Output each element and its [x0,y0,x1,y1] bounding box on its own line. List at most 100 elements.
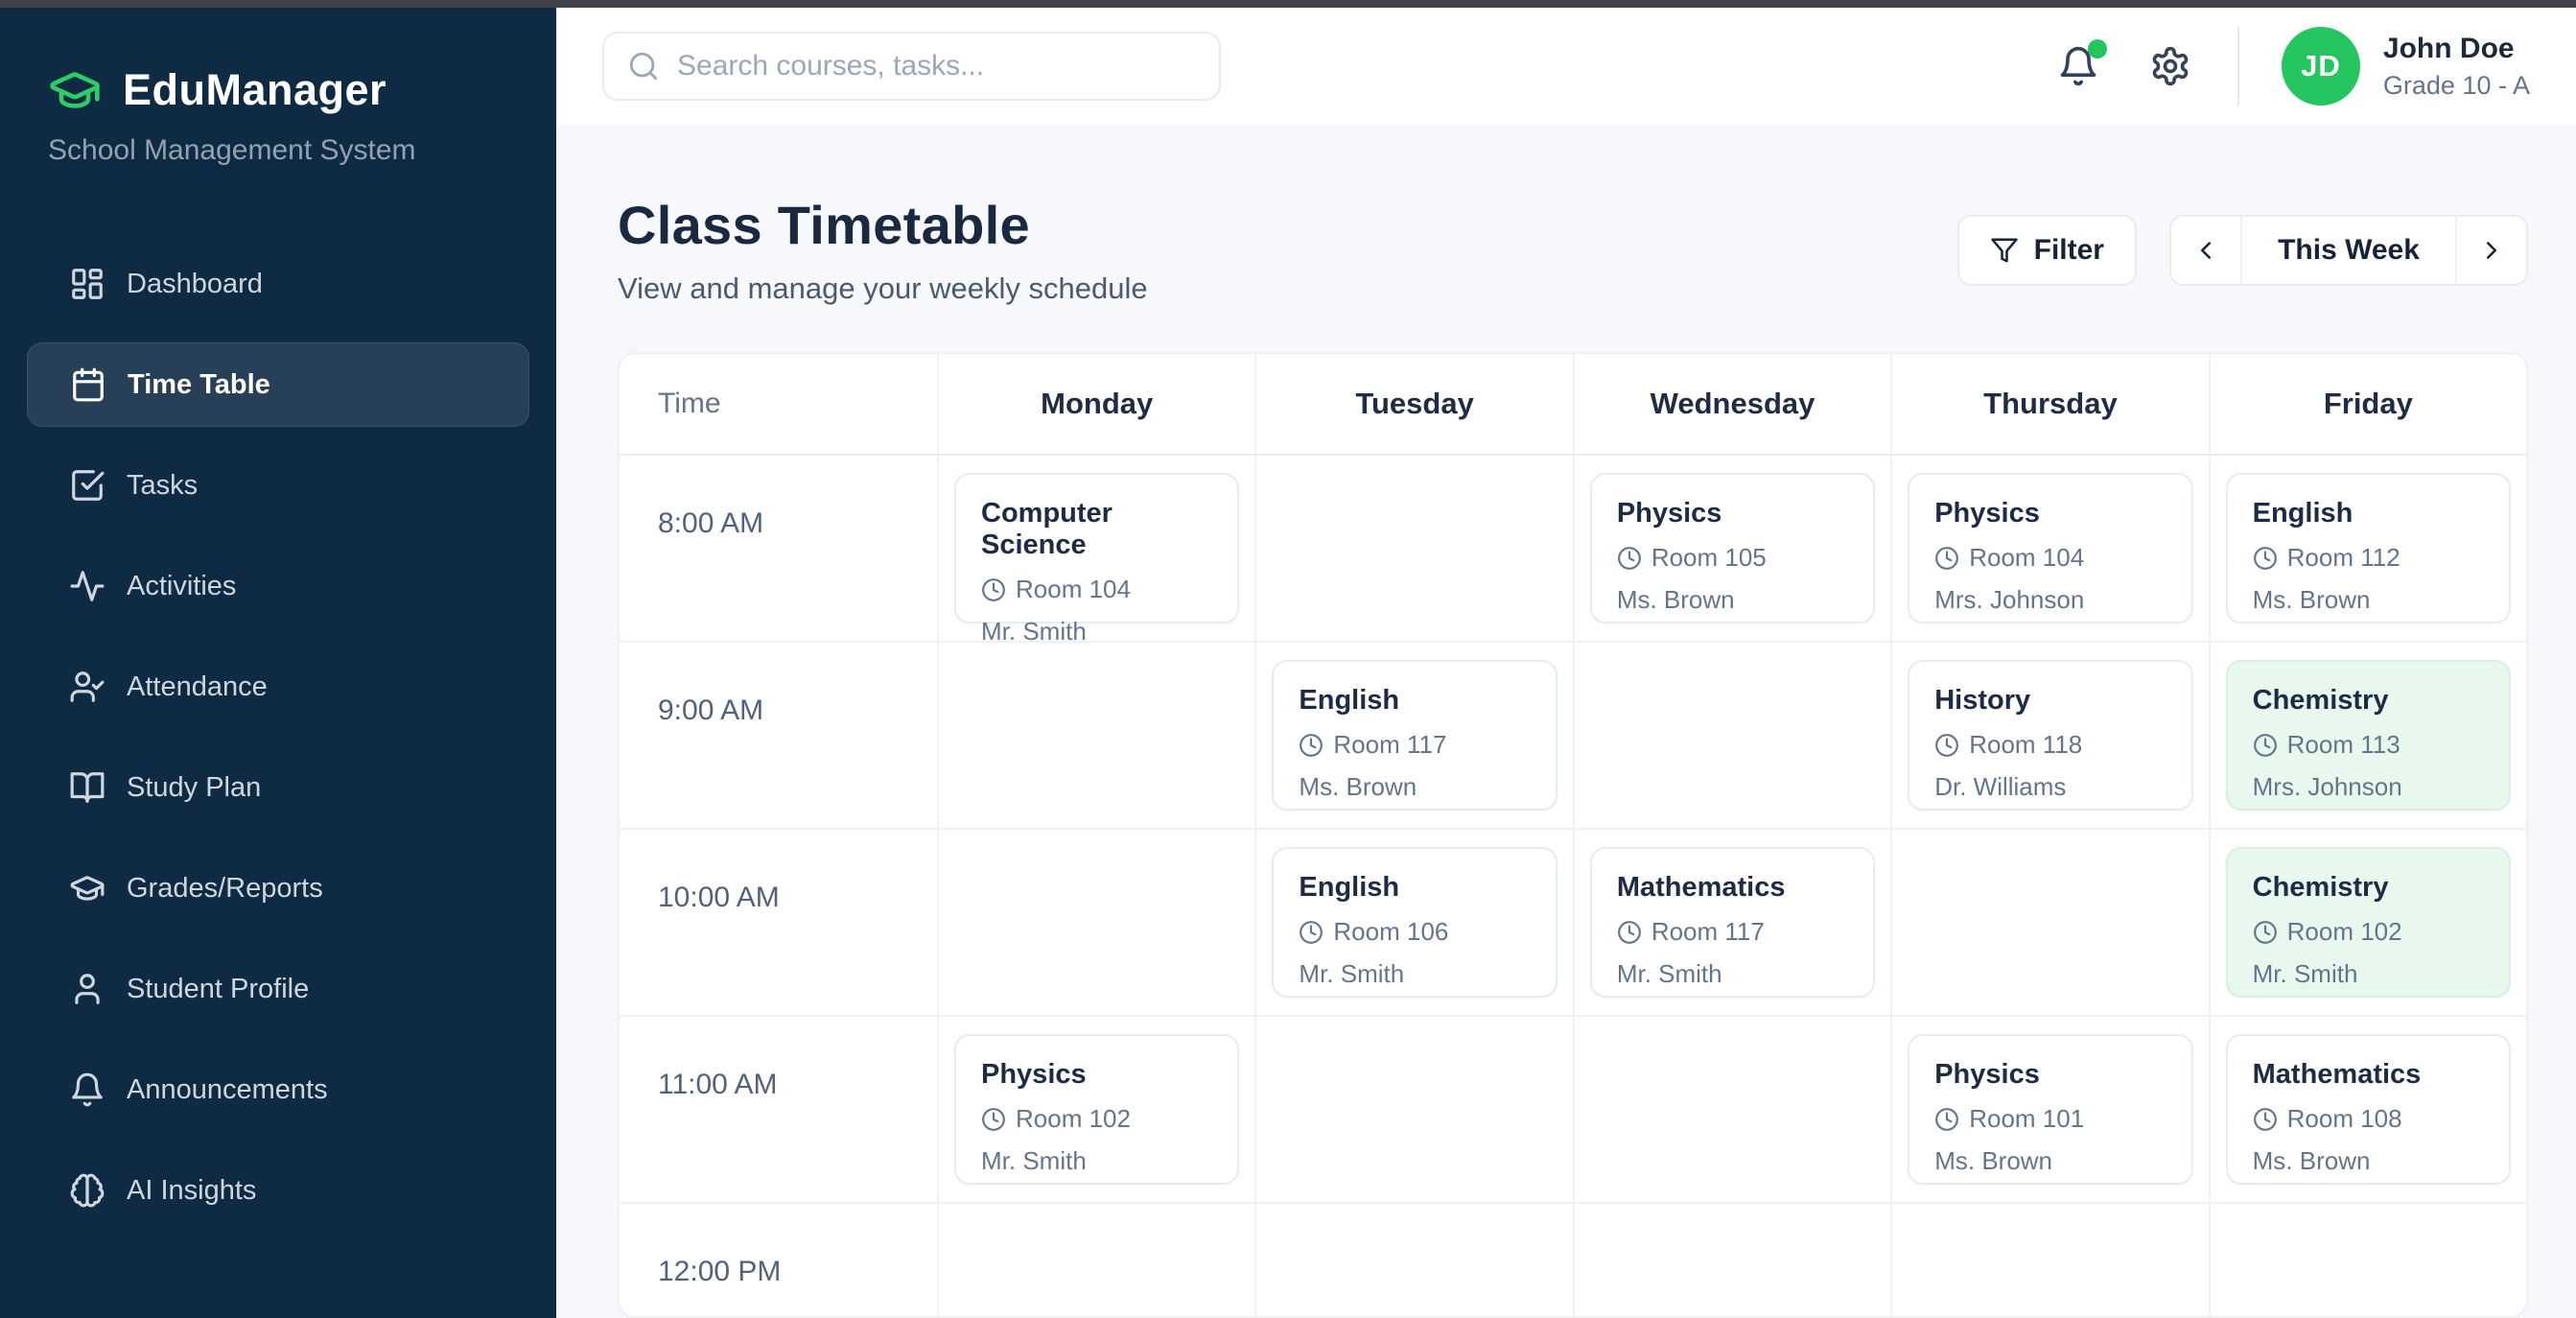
sidebar-item-dashboard[interactable]: Dashboard [27,242,529,326]
class-card-english[interactable]: English Room 112 Ms. Brown [2225,473,2512,624]
timetable-row: 9:00 AM English Room 117 Ms. Brown History Ro… [620,643,2526,830]
prev-week-button[interactable] [2171,216,2242,284]
class-card-physics[interactable]: Physics Room 105 Ms. Brown [1589,473,1876,624]
class-room: Room 101 [1969,1104,2085,1133]
class-subject: Mathematics [1616,872,1786,903]
class-card-chemistry[interactable]: Chemistry Room 102 Mr. Smith [2225,847,2512,998]
class-room: Room 104 [1016,575,1131,603]
sidebar-item-grades-reports[interactable]: Grades/Reports [27,846,529,930]
class-teacher: Ms. Brown [2252,585,2371,614]
class-room-row: Room 104 [981,575,1212,604]
class-card-physics[interactable]: Physics Room 101 Ms. Brown [1908,1034,2193,1185]
app-body: EduManager School Management System Dash… [0,8,2576,1318]
class-room-row: Room 117 [1299,730,1530,760]
clock-icon [1300,733,1323,757]
sidebar: EduManager School Management System Dash… [0,8,556,1318]
page-controls: Filter This Week [1956,214,2528,286]
activity-icon [70,571,105,601]
class-room-row: Room 101 [1934,1104,2166,1134]
timetable-header-row: Time Monday Tuesday Wednesday Thursday Friday [620,354,2526,456]
sidebar-item-announcements[interactable]: Announcements [27,1047,529,1132]
sidebar-item-study-plan[interactable]: Study Plan [27,745,529,830]
class-room: Room 105 [1651,543,1767,572]
class-card-mathematics[interactable]: Mathematics Room 117 Mr. Smith [1589,847,1876,998]
filter-button[interactable]: Filter [1956,214,2137,286]
class-room-row: Room 106 [1299,917,1530,947]
class-card-physics[interactable]: Physics Room 104 Mrs. Johnson [1908,473,2193,624]
filter-label: Filter [2033,233,2104,266]
timetable-cell-monday [937,830,1254,1015]
sidebar-item-label: Tasks [127,469,199,501]
class-card-physics[interactable]: Physics Room 102 Mr. Smith [954,1034,1240,1185]
timetable-cell-wednesday: Mathematics Room 117 Mr. Smith [1572,830,1890,1015]
day-header-tuesday: Tuesday [1254,354,1572,454]
class-room: Room 106 [1333,917,1449,946]
notifications-button[interactable] [2053,39,2107,91]
day-header-friday: Friday [2208,354,2526,454]
gear-icon [2152,46,2189,86]
timetable-row: 8:00 AM Computer Science Room 104 Mr. Smith… [620,456,2526,646]
sidebar-item-tasks[interactable]: Tasks [27,443,529,528]
user-name: John Doe [2382,32,2515,64]
search-box[interactable] [602,32,1221,101]
class-teacher: Mr. Smith [2252,959,2358,988]
class-room-row: Room 102 [981,1104,1212,1134]
sidebar-item-student-profile[interactable]: Student Profile [27,947,529,1031]
class-subject: English [1299,872,1400,903]
page-subtitle: View and manage your weekly schedule [618,271,1148,305]
timetable-cell-wednesday [1572,1204,1890,1316]
notification-dot [2087,39,2107,59]
timetable-cell-friday: Mathematics Room 108 Ms. Brown [2208,1017,2526,1202]
search-input[interactable] [677,50,1196,82]
next-week-button[interactable] [2455,216,2526,284]
sidebar-item-label: Time Table [128,368,270,400]
logo-subtitle: School Management System [48,134,416,166]
timetable-cell-thursday: Physics Room 104 Mrs. Johnson [1890,456,2208,641]
sidebar-item-activities[interactable]: Activities [27,544,529,628]
day-header-wednesday: Wednesday [1572,354,1890,454]
day-header-thursday: Thursday [1890,354,2208,454]
timetable-cell-monday [937,643,1254,828]
sidebar-item-ai-insights[interactable]: AI Insights [27,1148,529,1233]
chevron-left-icon [2201,241,2211,259]
time-cell: 8:00 AM [658,507,764,539]
avatar: JD [2281,27,2360,106]
class-card-history[interactable]: History Room 118 Dr. Williams [1908,660,2193,811]
week-navigator: This Week [2169,214,2528,286]
settings-button[interactable] [2145,41,2195,91]
sidebar-item-time-table[interactable]: Time Table [27,342,529,427]
sidebar-item-attendance[interactable]: Attendance [27,645,529,729]
search-icon [629,52,658,81]
book-open-icon [70,772,105,803]
class-card-computer-science[interactable]: Computer Science Room 104 Mr. Smith [954,473,1240,646]
timetable-body: 8:00 AM Computer Science Room 104 Mr. Smith… [620,456,2526,1316]
class-card-english[interactable]: English Room 106 Mr. Smith [1272,847,1557,998]
user-profile[interactable]: JD John Doe Grade 10 - A [2281,27,2530,106]
class-room: Room 117 [1333,730,1447,759]
sidebar-nav: Dashboard Time Table Tasks Activities Attend… [0,242,556,1249]
class-subject: English [1299,685,1400,716]
time-cell: 11:00 AM [658,1069,778,1100]
dashboard-icon [72,269,103,299]
timetable-cell-wednesday: Physics Room 105 Ms. Brown [1572,456,1890,641]
class-room: Room 104 [1969,543,2085,572]
class-teacher: Mr. Smith [1299,959,1405,988]
timetable-cell-wednesday [1572,643,1890,828]
class-subject: Computer Science [981,498,1112,560]
class-room-row: Room 113 [2253,730,2484,760]
user-icon [75,974,100,1004]
page-title-block: Class Timetable View and manage your wee… [618,194,1148,306]
class-room: Room 113 [2286,730,2400,759]
user-grade: Grade 10 - A [2382,70,2530,100]
timetable-cell-tuesday [1254,1017,1572,1202]
timetable-cell-friday: English Room 112 Ms. Brown [2208,456,2526,641]
class-card-mathematics[interactable]: Mathematics Room 108 Ms. Brown [2225,1034,2512,1185]
class-teacher: Mr. Smith [981,1146,1087,1175]
timetable-cell-tuesday: English Room 117 Ms. Brown [1254,643,1572,828]
user-info: John Doe Grade 10 - A [2383,33,2530,101]
class-teacher: Ms. Brown [1299,772,1417,801]
class-card-english[interactable]: English Room 117 Ms. Brown [1272,660,1557,811]
class-card-chemistry[interactable]: Chemistry Room 113 Mrs. Johnson [2225,660,2512,811]
class-subject: Chemistry [2252,872,2389,903]
class-teacher: Dr. Williams [1934,772,2067,801]
